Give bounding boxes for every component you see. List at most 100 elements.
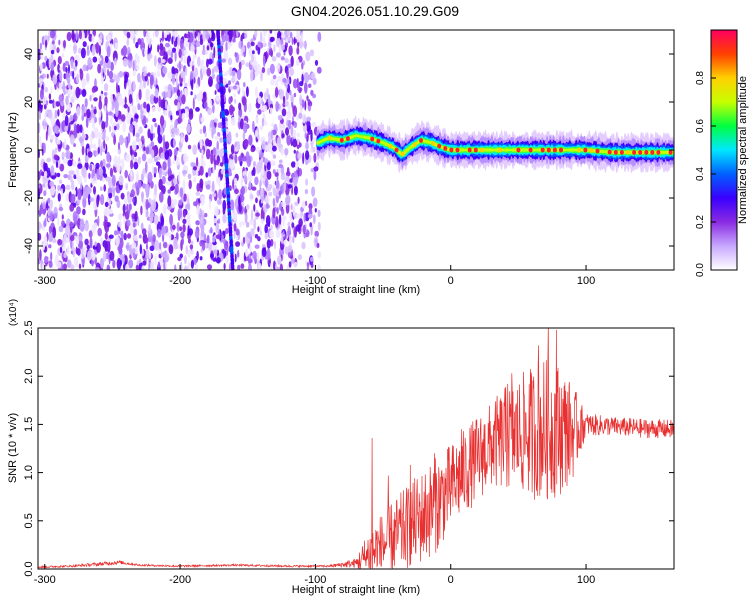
noise-speckle xyxy=(190,259,194,269)
noise-speckle xyxy=(282,95,286,104)
noise-speckle xyxy=(107,69,110,77)
noise-speckle xyxy=(186,216,191,228)
noise-speckle xyxy=(44,217,47,227)
noise-speckle xyxy=(275,38,280,47)
x-tick-label: -200 xyxy=(169,574,191,586)
noise-speckle xyxy=(65,95,69,106)
noise-speckle xyxy=(104,55,109,64)
noise-speckle xyxy=(272,74,277,80)
noise-speckle xyxy=(93,143,97,150)
noise-speckle xyxy=(225,255,229,265)
noise-speckle xyxy=(154,88,159,99)
signal-track-peak xyxy=(516,147,521,153)
noise-speckle xyxy=(195,170,199,177)
noise-speckle xyxy=(216,199,222,205)
noise-speckle xyxy=(56,261,62,269)
noise-speckle xyxy=(218,188,223,201)
noise-speckle xyxy=(118,71,124,78)
signal-track-peak xyxy=(431,141,436,146)
noise-speckle xyxy=(149,132,154,142)
noise-speckle xyxy=(274,30,277,36)
noise-speckle xyxy=(64,115,69,127)
noise-speckle xyxy=(119,134,124,146)
noise-speckle xyxy=(245,248,249,258)
noise-speckle xyxy=(180,90,183,96)
noise-speckle xyxy=(106,264,111,270)
noise-speckle xyxy=(39,141,42,147)
noise-speckle xyxy=(274,172,279,178)
noise-speckle xyxy=(38,170,41,181)
noise-speckle xyxy=(139,258,142,264)
noise-speckle xyxy=(200,155,204,168)
noise-speckle xyxy=(57,139,61,145)
noise-speckle xyxy=(245,221,250,228)
noise-speckle xyxy=(202,44,205,51)
noise-speckle xyxy=(41,242,46,251)
noise-speckle xyxy=(65,184,71,191)
noise-speckle xyxy=(157,44,160,53)
noise-speckle xyxy=(177,34,181,47)
noise-speckle xyxy=(198,90,203,101)
noise-speckle xyxy=(252,250,257,260)
noise-speckle xyxy=(296,132,301,138)
noise-speckle xyxy=(68,64,70,74)
noise-speckle xyxy=(75,246,78,255)
noise-speckle xyxy=(38,232,42,241)
noise-speckle xyxy=(50,165,55,176)
noise-speckle xyxy=(133,228,138,237)
noise-speckle xyxy=(209,42,214,48)
noise-speckle xyxy=(259,124,263,131)
noise-speckle xyxy=(150,260,155,270)
noise-speckle xyxy=(135,64,140,71)
noise-speckle xyxy=(238,115,241,123)
noise-speckle xyxy=(71,30,75,41)
noise-speckle xyxy=(76,73,79,84)
noise-speckle xyxy=(43,142,46,154)
noise-speckle xyxy=(93,97,98,102)
noise-speckle xyxy=(111,174,116,187)
noise-speckle xyxy=(293,261,299,268)
noise-speckle xyxy=(104,104,107,113)
noise-speckle xyxy=(215,257,221,264)
signal-track-peak xyxy=(656,150,661,155)
noise-speckle xyxy=(174,51,177,62)
noise-speckle xyxy=(205,138,210,147)
signal-track-peak xyxy=(437,143,442,149)
x-tick-label: -100 xyxy=(304,275,326,287)
noise-speckle xyxy=(260,218,264,225)
noise-speckle xyxy=(101,121,106,130)
noise-speckle xyxy=(113,134,116,146)
noise-speckle xyxy=(192,57,195,66)
noise-speckle xyxy=(304,81,308,94)
noise-speckle xyxy=(235,30,239,38)
noise-speckle xyxy=(82,64,88,72)
noise-speckle xyxy=(209,99,213,107)
noise-speckle xyxy=(44,170,48,178)
noise-speckle xyxy=(65,67,68,73)
noise-speckle xyxy=(234,177,238,185)
noise-speckle xyxy=(61,152,66,158)
noise-speckle xyxy=(282,77,287,83)
noise-speckle xyxy=(215,51,219,60)
noise-speckle xyxy=(62,158,68,164)
noise-speckle xyxy=(173,87,177,93)
noise-speckle xyxy=(221,234,224,240)
y-tick-label: 0 xyxy=(23,147,35,153)
noise-speckle xyxy=(151,149,155,159)
noise-speckle xyxy=(208,76,213,88)
noise-speckle xyxy=(206,67,211,77)
noise-speckle xyxy=(242,155,247,162)
noise-speckle xyxy=(204,212,208,218)
noise-speckle xyxy=(50,86,53,94)
noise-speckle xyxy=(150,180,154,189)
noise-speckle xyxy=(128,259,134,269)
noise-speckle xyxy=(173,238,178,250)
noise-speckle xyxy=(245,86,249,97)
noise-speckle xyxy=(58,179,63,184)
noise-speckle xyxy=(127,106,130,113)
noise-speckle xyxy=(262,36,266,45)
noise-speckle xyxy=(52,238,57,244)
noise-speckle xyxy=(143,72,147,77)
noise-speckle xyxy=(66,259,72,269)
noise-speckle xyxy=(109,250,115,261)
